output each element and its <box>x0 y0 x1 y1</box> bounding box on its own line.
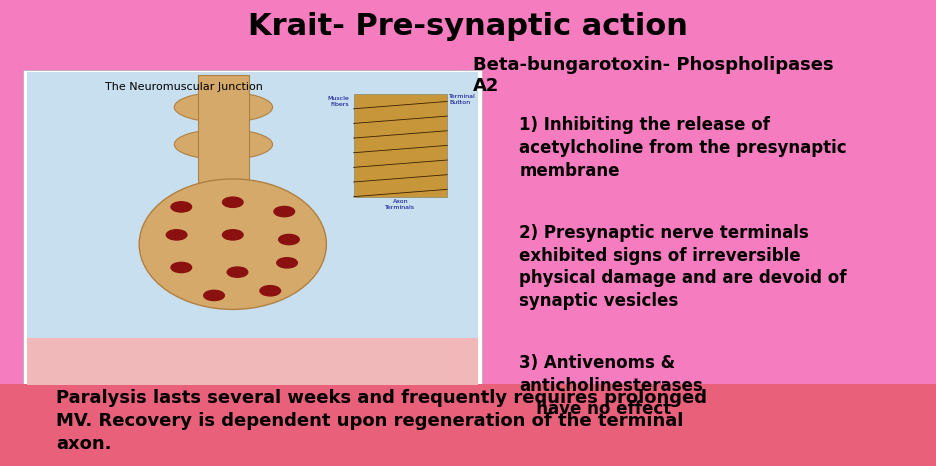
Text: Krait- Pre-synaptic action: Krait- Pre-synaptic action <box>248 12 688 41</box>
Ellipse shape <box>174 129 272 159</box>
Circle shape <box>277 258 298 268</box>
Circle shape <box>223 230 243 240</box>
Text: Axon
Terminals: Axon Terminals <box>386 199 416 210</box>
Circle shape <box>171 262 192 273</box>
Circle shape <box>223 197 243 207</box>
FancyBboxPatch shape <box>0 384 936 466</box>
Text: 1) Inhibiting the release of
acetylcholine from the presynaptic
membrane: 1) Inhibiting the release of acetylcholi… <box>519 116 847 180</box>
Text: The Neuromuscular Junction: The Neuromuscular Junction <box>105 82 263 91</box>
FancyBboxPatch shape <box>23 70 482 387</box>
Circle shape <box>171 202 192 212</box>
Circle shape <box>274 206 295 217</box>
FancyBboxPatch shape <box>197 75 249 186</box>
Ellipse shape <box>174 92 272 122</box>
Circle shape <box>279 234 300 245</box>
Circle shape <box>204 290 225 301</box>
Text: 2) Presynaptic nerve terminals
exhibited signs of irreversible
physical damage a: 2) Presynaptic nerve terminals exhibited… <box>519 224 847 310</box>
Text: Terminal
Button: Terminal Button <box>449 94 475 105</box>
Text: Paralysis lasts several weeks and frequently requires prolonged
MV. Recovery is : Paralysis lasts several weeks and freque… <box>56 389 708 453</box>
Ellipse shape <box>139 179 327 309</box>
FancyBboxPatch shape <box>27 338 478 385</box>
Text: 3) Antivenoms &
anticholinesterases
   have no effect: 3) Antivenoms & anticholinesterases have… <box>519 354 703 418</box>
Circle shape <box>227 267 248 277</box>
Text: Muscle
Fibers: Muscle Fibers <box>328 96 349 107</box>
Circle shape <box>260 286 281 296</box>
FancyBboxPatch shape <box>354 94 447 197</box>
FancyBboxPatch shape <box>27 72 478 385</box>
Circle shape <box>167 230 187 240</box>
Text: Beta-bungarotoxin- Phospholipases
A2: Beta-bungarotoxin- Phospholipases A2 <box>473 56 833 95</box>
